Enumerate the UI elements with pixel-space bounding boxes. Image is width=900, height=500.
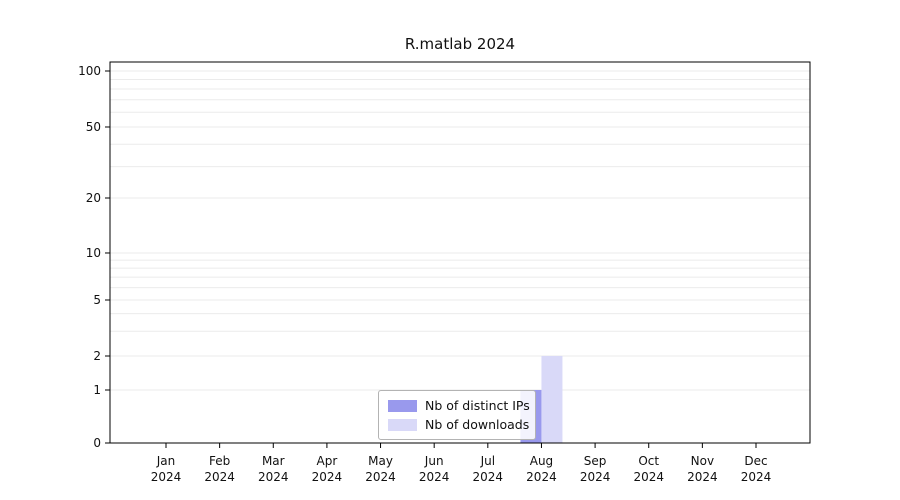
x-tick-label-month: Nov <box>691 454 714 468</box>
x-tick-label-year: 2024 <box>151 470 182 484</box>
legend-label-downloads: Nb of downloads <box>425 417 530 432</box>
x-tick-label-year: 2024 <box>419 470 450 484</box>
chart-title: R.matlab 2024 <box>404 35 516 53</box>
x-tick-label-year: 2024 <box>258 470 289 484</box>
x-tick-label-month: Jan <box>156 454 176 468</box>
x-tick-label-year: 2024 <box>741 470 772 484</box>
bar-nb-of-downloads-aug <box>541 355 563 443</box>
x-tick-label-year: 2024 <box>687 470 718 484</box>
legend-swatch-downloads <box>388 418 417 431</box>
x-tick-label-month: Apr <box>317 454 338 468</box>
y-tick-label: 20 <box>86 191 101 205</box>
legend-item-downloads: Nb of downloads <box>388 416 530 433</box>
x-tick-label-month: Jul <box>480 454 495 468</box>
x-tick-label-year: 2024 <box>365 470 396 484</box>
x-tick-label-year: 2024 <box>473 470 504 484</box>
y-tick-label: 2 <box>93 349 101 363</box>
x-tick-label-year: 2024 <box>633 470 664 484</box>
x-tick-label-month: May <box>368 454 393 468</box>
x-tick-label-year: 2024 <box>526 470 557 484</box>
x-tick-label-month: Aug <box>530 454 553 468</box>
x-tick-label-month: Sep <box>584 454 607 468</box>
x-tick-label-month: Feb <box>209 454 230 468</box>
y-tick-label: 50 <box>86 120 101 134</box>
x-tick-label-month: Oct <box>638 454 659 468</box>
x-tick-label-year: 2024 <box>312 470 343 484</box>
y-tick-label: 1 <box>93 383 101 397</box>
y-tick-label: 10 <box>86 246 101 260</box>
y-tick-label: 0 <box>93 436 101 450</box>
y-tick-label: 100 <box>78 64 101 78</box>
legend-swatch-distinct-ips <box>388 399 417 412</box>
x-tick-label-month: Dec <box>744 454 767 468</box>
legend: Nb of distinct IPs Nb of downloads <box>378 390 536 440</box>
legend-item-distinct-ips: Nb of distinct IPs <box>388 397 530 414</box>
x-tick-label-month: Jun <box>424 454 444 468</box>
x-tick-label-year: 2024 <box>204 470 235 484</box>
x-tick-label-month: Mar <box>262 454 285 468</box>
y-tick-label: 5 <box>93 293 101 307</box>
x-tick-label-year: 2024 <box>580 470 611 484</box>
legend-label-distinct-ips: Nb of distinct IPs <box>425 398 530 413</box>
